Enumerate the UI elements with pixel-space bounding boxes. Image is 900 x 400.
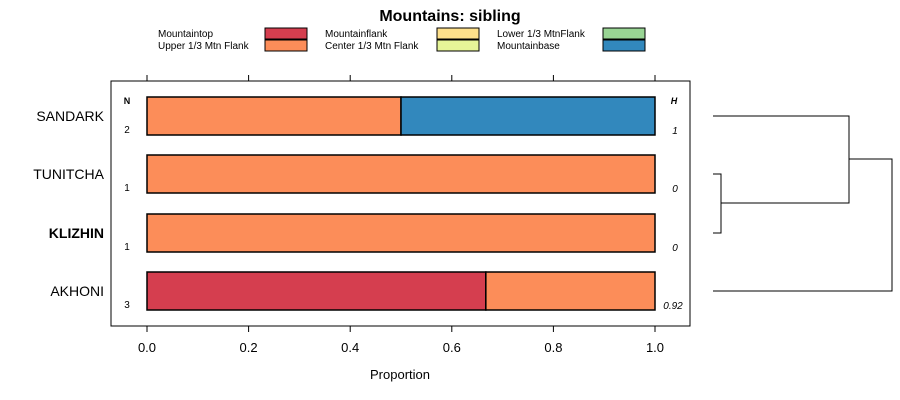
- plot-frame: [110, 80, 691, 327]
- bar-segment-akhoni-upper-1-3-mtn-flank: [485, 271, 656, 311]
- x-tick-label: 0.0: [138, 340, 156, 355]
- dendrogram: [713, 115, 893, 292]
- x-tick-label: 0.2: [240, 340, 258, 355]
- row-label-sandark: SANDARK: [36, 108, 104, 124]
- legend-label-upper-1-3-mtn-flank: Upper 1/3 Mtn Flank: [158, 41, 250, 52]
- legend-label-lower-1-3-mtnflank: Lower 1/3 MtnFlank: [497, 29, 586, 40]
- x-tick-label: 1.0: [646, 340, 664, 355]
- x-tick-label: 0.8: [544, 340, 562, 355]
- h-value-tunitcha: 0: [672, 184, 678, 195]
- h-value-sandark: 1: [672, 126, 678, 137]
- legend-swatch-center-1-3-mtn-flank: [436, 39, 480, 52]
- n-header: N: [124, 96, 131, 106]
- bar-segment-klizhin-upper-1-3-mtn-flank: [146, 213, 656, 253]
- legend-swatch-mountaintop: [264, 27, 308, 40]
- dendrogram-branch-tunitcha-klizhin: [713, 173, 722, 234]
- bar-segment-akhoni-mountaintop: [146, 271, 487, 311]
- legend-swatch-upper-1-3-mtn-flank: [264, 39, 308, 52]
- legend-label-mountaintop: Mountaintop: [158, 29, 213, 40]
- legend-label-mountainflank: Mountainflank: [325, 29, 388, 40]
- dendrogram-branch-akhoni: [713, 158, 893, 292]
- n-value-sandark: 2: [124, 125, 130, 136]
- n-value-tunitcha: 1: [124, 183, 130, 194]
- x-tick-label: 0.4: [341, 340, 359, 355]
- row-label-akhoni: AKHONI: [50, 283, 104, 299]
- dendrogram-branch-sandark: [713, 115, 850, 204]
- n-value-klizhin: 1: [124, 242, 130, 253]
- h-value-akhoni: 0.92: [663, 301, 683, 312]
- row-label-klizhin: KLIZHIN: [49, 225, 104, 241]
- x-axis-label: Proportion: [370, 367, 430, 382]
- h-value-klizhin: 0: [672, 243, 678, 254]
- x-tick-label: 0.6: [443, 340, 461, 355]
- h-header: H: [671, 96, 678, 106]
- legend-label-mountainbase: Mountainbase: [497, 41, 560, 52]
- x-axis: 0.0 0.2 0.4 0.6 0.8 1.0: [138, 75, 664, 355]
- legend-label-center-1-3-mtn-flank: Center 1/3 Mtn Flank: [325, 41, 419, 52]
- legend-swatch-lower-1-3-mtnflank: [602, 27, 646, 40]
- bar-rows: SANDARK 2 1 TUNITCHA 1 0 KLIZHIN 1 0 AKHONI 3 0.92: [33, 96, 683, 312]
- legend-swatch-mountainbase: [602, 39, 646, 52]
- row-label-tunitcha: TUNITCHA: [33, 166, 104, 182]
- n-value-akhoni: 3: [124, 300, 130, 311]
- bar-segment-sandark-upper-1-3-mtn-flank: [146, 96, 402, 136]
- bar-segment-tunitcha-upper-1-3-mtn-flank: [146, 154, 656, 194]
- bar-segment-sandark-mountainbase: [400, 96, 656, 136]
- legend-swatch-mountainflank: [436, 27, 480, 40]
- chart-title: Mountains: sibling: [379, 8, 520, 25]
